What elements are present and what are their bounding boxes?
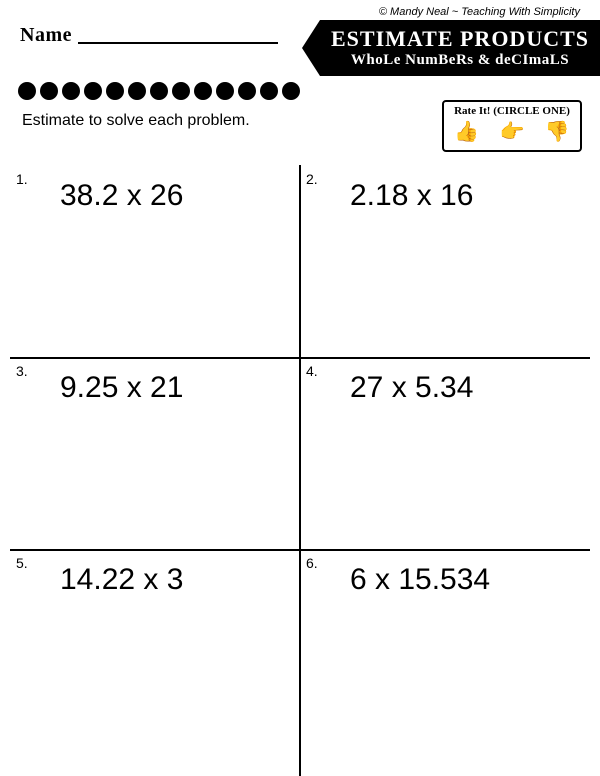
problem-text: 14.22 x 3 xyxy=(60,563,183,597)
dot-icon xyxy=(150,82,168,100)
dot-icon xyxy=(84,82,102,100)
dot-icon xyxy=(18,82,36,100)
problem-cell: 3. 9.25 x 21 xyxy=(10,357,300,549)
dot-icon xyxy=(216,82,234,100)
problem-number: 5. xyxy=(16,555,28,571)
problem-cell: 4. 27 x 5.34 xyxy=(300,357,590,549)
problem-text: 9.25 x 21 xyxy=(60,371,183,405)
problem-number: 2. xyxy=(306,171,318,187)
dot-icon xyxy=(194,82,212,100)
thumbs-side-icon[interactable]: 👉 xyxy=(500,119,525,144)
thumbs-up-icon[interactable]: 👍 xyxy=(454,119,479,144)
rate-icons: 👍 👉 👎 xyxy=(444,119,580,144)
name-row: Name xyxy=(20,24,278,47)
header: Name ESTIMATE PRODUCTS WhoLe NumBeRs & d… xyxy=(0,20,600,76)
problem-number: 1. xyxy=(16,171,28,187)
problem-grid: 1. 38.2 x 26 2. 2.18 x 16 3. 9.25 x 21 4… xyxy=(10,165,590,776)
dot-icon xyxy=(282,82,300,100)
title-main: ESTIMATE PRODUCTS xyxy=(331,28,589,50)
title-banner: ESTIMATE PRODUCTS WhoLe NumBeRs & deCIma… xyxy=(320,20,600,76)
name-label: Name xyxy=(20,24,72,47)
problem-cell: 1. 38.2 x 26 xyxy=(10,165,300,357)
dot-icon xyxy=(106,82,124,100)
thumbs-down-icon[interactable]: 👎 xyxy=(545,119,570,144)
problem-cell: 6. 6 x 15.534 xyxy=(300,549,590,741)
problem-cell: 2. 2.18 x 16 xyxy=(300,165,590,357)
problem-number: 6. xyxy=(306,555,318,571)
rate-label: Rate It! (CIRCLE ONE) xyxy=(444,105,580,117)
problem-text: 38.2 x 26 xyxy=(60,179,183,213)
problem-number: 4. xyxy=(306,363,318,379)
dot-icon xyxy=(172,82,190,100)
problem-number: 3. xyxy=(16,363,28,379)
dots-row xyxy=(18,82,300,100)
dot-icon xyxy=(128,82,146,100)
dot-icon xyxy=(238,82,256,100)
problem-cell: 5. 14.22 x 3 xyxy=(10,549,300,741)
instructions-text: Estimate to solve each problem. xyxy=(22,112,250,130)
dot-icon xyxy=(40,82,58,100)
rate-box: Rate It! (CIRCLE ONE) 👍 👉 👎 xyxy=(442,100,582,152)
copyright-text: © Mandy Neal ~ Teaching With Simplicity xyxy=(379,6,580,18)
problem-text: 6 x 15.534 xyxy=(350,563,490,597)
problem-text: 27 x 5.34 xyxy=(350,371,473,405)
name-line[interactable] xyxy=(78,42,278,44)
dot-icon xyxy=(260,82,278,100)
title-sub: WhoLe NumBeRs & deCImaLS xyxy=(351,52,569,69)
dot-icon xyxy=(62,82,80,100)
problem-text: 2.18 x 16 xyxy=(350,179,473,213)
